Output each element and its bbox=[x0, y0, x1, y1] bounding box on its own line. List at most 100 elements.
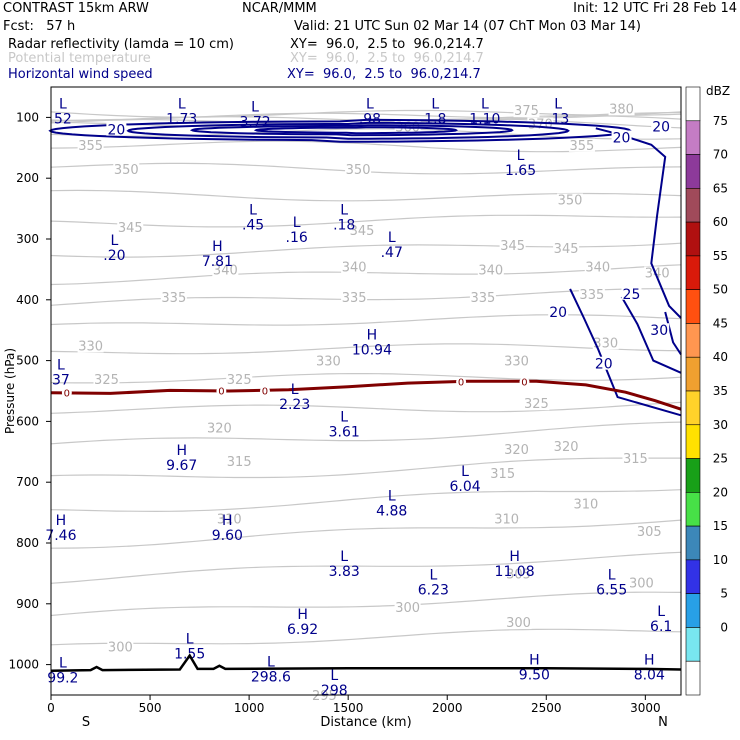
theta-label: 345 bbox=[500, 239, 525, 254]
theta-label: 330 bbox=[504, 355, 529, 370]
theta-contour bbox=[50, 189, 682, 202]
extremum-type: L bbox=[330, 668, 338, 684]
theta-label: 330 bbox=[316, 355, 341, 370]
colorbar-swatch bbox=[685, 559, 701, 594]
theta-label-bg bbox=[505, 616, 532, 630]
theta-label-bg bbox=[553, 439, 580, 453]
extremum-value: 6.23 bbox=[418, 582, 449, 598]
extremum-value: 3.61 bbox=[329, 424, 360, 440]
extremum-value: 99.2 bbox=[47, 671, 78, 687]
theta-label-bg bbox=[226, 372, 253, 386]
extremum-type: L bbox=[461, 464, 469, 480]
extremum-value: 7.81 bbox=[202, 254, 233, 270]
colorbar-level-label: 25 bbox=[713, 452, 728, 466]
zero-label: 0 bbox=[262, 387, 268, 398]
extremum-type: H bbox=[644, 653, 655, 669]
theta-label: 340 bbox=[645, 266, 670, 281]
colorbar-level-label: 20 bbox=[713, 485, 728, 499]
colorbar-level-label: 70 bbox=[713, 148, 728, 162]
theta-label: 375 bbox=[514, 104, 539, 119]
extremum-value: 1.10 bbox=[469, 111, 500, 127]
theta-label: 370 bbox=[528, 118, 553, 133]
theta-label: 335 bbox=[579, 288, 604, 303]
y-axis-label: Pressure (hPa) bbox=[3, 348, 17, 434]
extremum-type: L bbox=[431, 96, 439, 112]
colorbar-swatch bbox=[685, 255, 701, 290]
theta-label-bg bbox=[608, 102, 635, 116]
terrain-line bbox=[50, 653, 682, 672]
extremum-type: H bbox=[56, 513, 67, 529]
theta-contour bbox=[50, 457, 681, 479]
wind-label: 20 bbox=[652, 120, 670, 136]
wind-label: 20 bbox=[549, 305, 567, 321]
extremum-type: H bbox=[212, 239, 223, 255]
x-tick-label: 2000 bbox=[432, 701, 463, 715]
extremum-value: 8.04 bbox=[634, 668, 665, 684]
theta-label: 295 bbox=[312, 689, 337, 704]
colorbar-swatch bbox=[685, 390, 701, 426]
y-axis: 100 200 300 400 500 600 700 800 900 1000 bbox=[8, 110, 51, 672]
theta-contour bbox=[50, 401, 682, 414]
theta-label-bg bbox=[394, 600, 421, 614]
colorbar-swatch bbox=[685, 458, 701, 493]
zero-label-bg bbox=[519, 376, 530, 387]
colorbar-level-label: 40 bbox=[713, 350, 728, 364]
extremum-type: L bbox=[249, 203, 257, 219]
extremum-value: .13 bbox=[547, 111, 569, 127]
theta-label: 325 bbox=[227, 373, 252, 388]
theta-label: 315 bbox=[623, 452, 648, 467]
colorbar-level-label: 60 bbox=[713, 215, 728, 229]
extremum-type: L bbox=[293, 215, 301, 231]
theta-label: 300 bbox=[108, 640, 133, 655]
colorbar-level-label: 45 bbox=[713, 316, 728, 330]
theta-label-bg bbox=[77, 339, 104, 353]
field-name-theta: Potential temperature bbox=[8, 51, 151, 66]
x-tick-label: 500 bbox=[139, 701, 162, 715]
wind-contour bbox=[569, 288, 682, 417]
extremum-type: L bbox=[608, 567, 616, 583]
theta-label-bg bbox=[578, 287, 605, 301]
theta-label-bg bbox=[341, 290, 368, 304]
extremum-type: L bbox=[340, 409, 348, 425]
colorbar-level-label: 10 bbox=[713, 553, 728, 567]
theta-label-bg bbox=[345, 163, 372, 177]
field-name-wind: Horizontal wind speed bbox=[8, 67, 153, 82]
zero-contour-line bbox=[50, 379, 682, 411]
wind-contour bbox=[664, 311, 682, 356]
colorbar-swatch bbox=[685, 221, 701, 257]
colorbar-unit: dBZ bbox=[706, 84, 730, 98]
theta-label-bg bbox=[311, 689, 338, 703]
extremum-value: .47 bbox=[381, 245, 403, 261]
x-tick-label: 1500 bbox=[333, 701, 364, 715]
extremum-type: H bbox=[529, 653, 540, 669]
colorbar-swatch bbox=[685, 525, 701, 561]
theta-label-bg bbox=[636, 524, 663, 538]
y-tick-label: 1000 bbox=[8, 658, 39, 672]
theta-label-bg bbox=[499, 239, 526, 253]
zero-label: 0 bbox=[64, 388, 70, 399]
extremum-type: L bbox=[481, 96, 489, 112]
theta-label: 350 bbox=[114, 163, 139, 178]
zero-label-bg bbox=[61, 387, 72, 398]
extremum-value: .18 bbox=[333, 218, 355, 234]
theta-label: 345 bbox=[350, 224, 375, 239]
theta-label: 310 bbox=[217, 513, 242, 528]
theta-label: 350 bbox=[558, 194, 583, 209]
center-title: NCAR/MMM bbox=[242, 1, 317, 16]
theta-label: 315 bbox=[490, 467, 515, 482]
init-time: Init: 12 UTC Fri 28 Feb 14 bbox=[573, 1, 737, 16]
colorbar-swatch bbox=[685, 323, 701, 358]
theta-label-bg bbox=[628, 576, 655, 590]
theta-label: 320 bbox=[554, 440, 579, 455]
theta-label: 325 bbox=[94, 373, 119, 388]
theta-label: 340 bbox=[342, 260, 367, 275]
extremum-type: H bbox=[509, 549, 520, 565]
x-tick-label: 0 bbox=[47, 701, 55, 715]
wind-label: 30 bbox=[650, 323, 668, 339]
extremum-value: .98 bbox=[359, 111, 381, 127]
extremum-value: 9.60 bbox=[212, 528, 243, 544]
colorbar-level-label: 35 bbox=[713, 384, 728, 398]
colorbar-swatch bbox=[685, 154, 701, 189]
colorbar-level-label: 50 bbox=[713, 283, 728, 297]
zero-label: 0 bbox=[458, 377, 464, 388]
